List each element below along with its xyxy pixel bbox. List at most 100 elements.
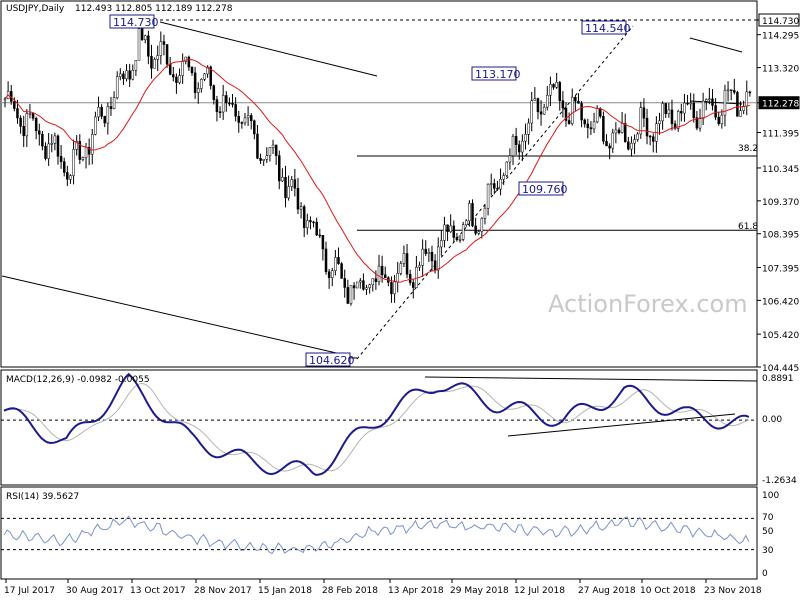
candle-body bbox=[259, 158, 262, 161]
candle-body bbox=[542, 106, 546, 115]
candle-body bbox=[44, 145, 47, 159]
price-tag-box bbox=[758, 13, 800, 27]
candle-body bbox=[200, 79, 203, 89]
candle-body bbox=[159, 41, 163, 56]
candle-body bbox=[658, 120, 661, 124]
date-label: 15 Jan 2018 bbox=[258, 586, 312, 596]
candle-body bbox=[352, 285, 356, 289]
date-label: 17 Jul 2017 bbox=[4, 586, 55, 596]
candle-body bbox=[377, 265, 381, 282]
candle-body bbox=[689, 102, 692, 105]
candle-body bbox=[530, 100, 533, 124]
macd-signal-line bbox=[3, 382, 750, 472]
candle-body bbox=[405, 253, 409, 275]
candle-body bbox=[306, 220, 309, 228]
macd-tick-bottom: -1.2634 bbox=[762, 476, 797, 486]
candle-body bbox=[359, 280, 362, 283]
price-tick-label: 108.395 bbox=[762, 231, 799, 241]
candle-body bbox=[78, 141, 82, 160]
date-label: 12 Jul 2018 bbox=[514, 586, 565, 596]
rsi-tick-100: 100 bbox=[762, 491, 779, 501]
candle-body bbox=[147, 35, 150, 57]
candle-body bbox=[172, 74, 175, 78]
price-tick-label: 106.420 bbox=[762, 297, 799, 307]
candle-body bbox=[134, 60, 138, 71]
candle-body bbox=[552, 84, 555, 88]
candle-body bbox=[692, 102, 696, 118]
low-annotation-2: 104.620 bbox=[305, 352, 355, 367]
candle-body bbox=[256, 133, 259, 159]
candle-body bbox=[72, 149, 75, 176]
candle-body bbox=[38, 130, 41, 135]
candle-body bbox=[695, 117, 699, 129]
candle-body bbox=[365, 287, 368, 290]
candle-body bbox=[524, 134, 527, 142]
candle-body bbox=[390, 282, 393, 295]
price-tick-label: 109.370 bbox=[762, 198, 799, 208]
candle-body bbox=[676, 111, 680, 129]
candle-body bbox=[240, 122, 244, 124]
candle-body bbox=[583, 119, 586, 125]
candle-body bbox=[106, 106, 110, 124]
candle-body bbox=[346, 287, 350, 304]
candle-body bbox=[13, 101, 16, 109]
candle-body bbox=[393, 281, 396, 295]
candle-body bbox=[642, 107, 646, 119]
candle-body bbox=[271, 144, 275, 148]
date-label: 13 Oct 2017 bbox=[130, 586, 186, 596]
candle-body bbox=[150, 55, 153, 69]
candle-body bbox=[119, 73, 122, 77]
high-annotation-2: 114.540 bbox=[581, 20, 631, 35]
candle-body bbox=[714, 105, 717, 118]
candle-body bbox=[87, 147, 91, 155]
candle-body bbox=[736, 92, 739, 117]
candle-body bbox=[209, 66, 212, 86]
candle-body bbox=[368, 284, 371, 289]
candle-body bbox=[31, 113, 35, 119]
candle-body bbox=[661, 103, 664, 122]
candle-body bbox=[408, 274, 412, 283]
candle-body bbox=[324, 248, 328, 272]
candle-body bbox=[708, 98, 711, 101]
candle-body bbox=[580, 103, 583, 121]
candle-body bbox=[539, 111, 543, 115]
candle-body bbox=[253, 120, 256, 135]
candle-body bbox=[521, 140, 524, 153]
candle-body bbox=[206, 66, 209, 75]
svg-text:113.170: 113.170 bbox=[475, 68, 521, 81]
candle-body bbox=[723, 90, 727, 116]
candle-body bbox=[499, 178, 502, 190]
candle-body bbox=[56, 135, 60, 157]
candle-body bbox=[337, 257, 340, 264]
candle-body bbox=[468, 203, 471, 222]
candle-body bbox=[190, 66, 194, 74]
candle-body bbox=[94, 116, 97, 135]
macd-title: MACD(12,26,9) -0.0982 -0.0055 bbox=[6, 375, 150, 385]
macd-line bbox=[3, 372, 750, 476]
candle-body bbox=[215, 99, 219, 112]
candle-body bbox=[318, 234, 322, 237]
high-annotation-1: 114.730 bbox=[109, 14, 159, 29]
candle-body bbox=[683, 102, 686, 114]
date-label: 13 Apr 2018 bbox=[388, 586, 444, 596]
candle-body bbox=[66, 172, 69, 180]
candle-body bbox=[701, 100, 705, 119]
candle-body bbox=[480, 218, 484, 232]
candle-body bbox=[162, 41, 166, 45]
candle-body bbox=[648, 135, 652, 138]
price-grid bbox=[1, 19, 757, 231]
uptrend-dashed-line bbox=[356, 25, 634, 360]
chart-ohlc: 112.493 112.805 112.189 112.278 bbox=[75, 4, 233, 14]
rsi-title: RSI(14) 39.5627 bbox=[6, 492, 79, 502]
candle-body bbox=[16, 108, 19, 119]
candle-body bbox=[312, 221, 315, 224]
candle-body bbox=[664, 103, 667, 115]
candle-body bbox=[427, 252, 431, 254]
rsi-tick-70: 70 bbox=[762, 513, 774, 523]
candle-body bbox=[225, 95, 228, 104]
candle-body bbox=[717, 116, 720, 125]
candle-body bbox=[334, 257, 337, 271]
candle-body bbox=[293, 179, 297, 189]
candle-body bbox=[91, 134, 94, 155]
candle-body bbox=[489, 183, 493, 185]
